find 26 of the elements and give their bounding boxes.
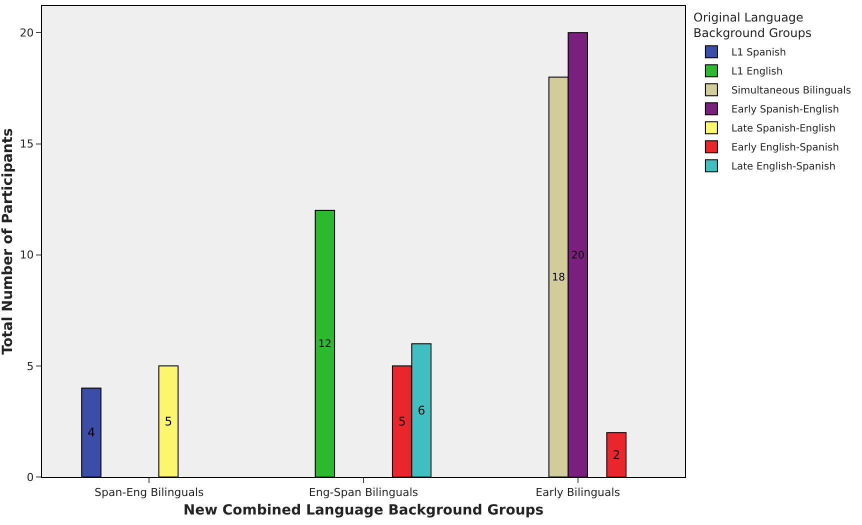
y-axis-title: Total Number of Participants [0, 128, 16, 355]
legend-label: Late English-Spanish [731, 162, 836, 173]
y-tick-label: 0 [26, 470, 34, 484]
data-label: 6 [418, 403, 426, 418]
data-label: 12 [318, 338, 332, 350]
data-label: 18 [552, 272, 566, 284]
y-tick-label: 10 [20, 248, 34, 262]
legend-label: Early Spanish-English [731, 104, 840, 116]
y-tick-label: 5 [26, 360, 34, 373]
data-label: 5 [164, 414, 172, 428]
data-label: 2 [612, 448, 620, 462]
y-tick-label: 15 [20, 138, 34, 151]
x-tick-label: Span-Eng Bilinguals [94, 486, 204, 500]
y-tick-label: 20 [20, 26, 34, 40]
x-tick-label: Early Bilinguals [536, 486, 620, 500]
x-axis-title: New Combined Language Background Groups [183, 502, 544, 518]
x-tick-label: Eng-Span Bilinguals [308, 486, 418, 500]
data-label: 5 [398, 414, 406, 428]
data-label: 20 [571, 249, 584, 262]
legend-label: Late Spanish-English [731, 124, 836, 135]
legend-label: L1 Spanish [731, 48, 786, 59]
legend-label: Early English-Spanish [731, 142, 840, 154]
legend-label: L1 English [731, 66, 783, 78]
legend-title: Original Language Background Groups [693, 10, 812, 40]
data-label: 4 [87, 426, 96, 440]
legend-label: Simultaneous Bilinguals [731, 86, 852, 97]
